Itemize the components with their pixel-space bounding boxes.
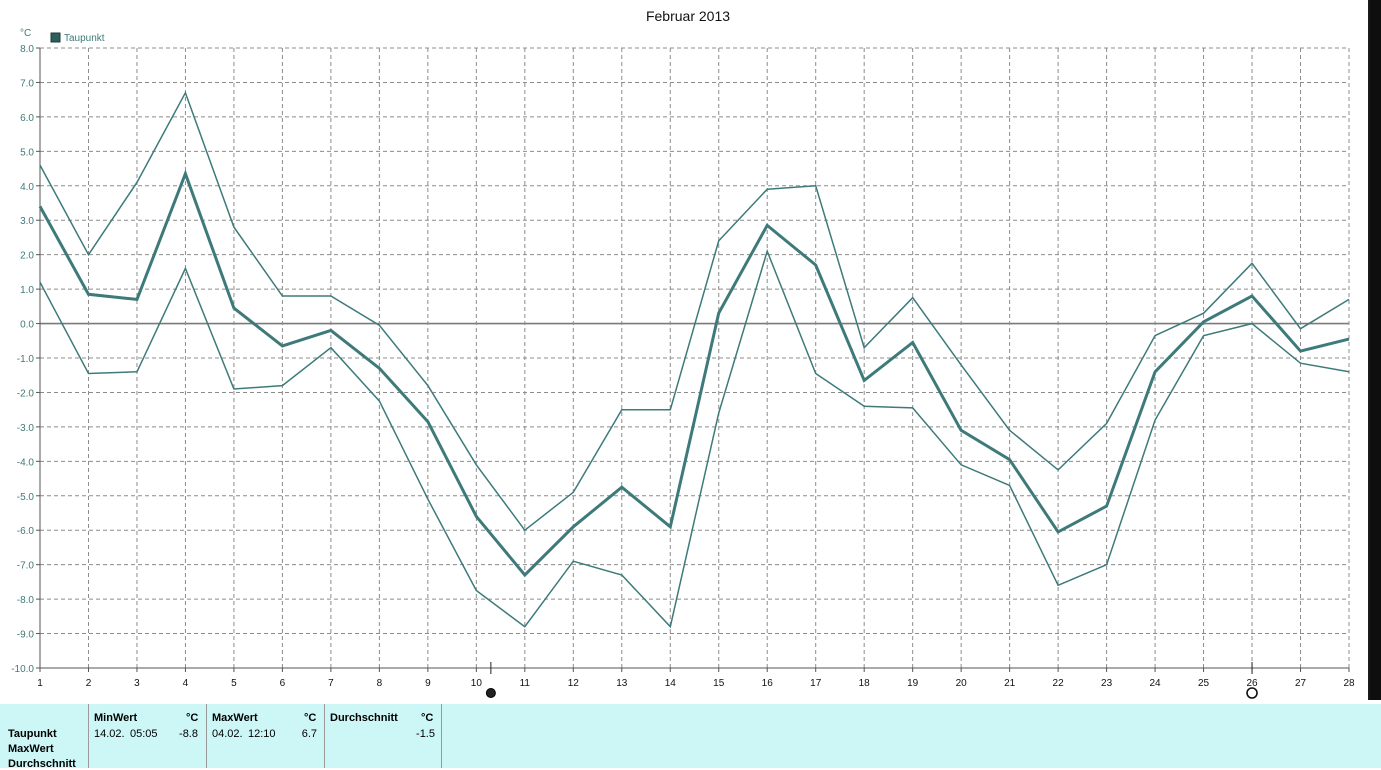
series-line-avg [38,169,1350,578]
summary-divider [441,704,442,768]
x-tick-label: 2 [86,678,92,689]
x-tick-label: 11 [520,678,531,689]
min-value: -8.8 [179,728,198,740]
avg-header: Durchschnitt [330,712,398,724]
x-tick-label: 6 [280,678,286,689]
x-tick-label: 5 [231,678,237,689]
chart-title: Februar 2013 [646,8,730,24]
y-tick-label: 6.0 [20,113,34,124]
summary-row-label: Durchschnitt [8,758,76,770]
legend-swatch [50,32,61,43]
summary-panel [0,704,1381,768]
x-tick-label: 27 [1295,678,1307,689]
series-line-min [39,248,1350,629]
legend-label: Taupunkt [64,33,105,44]
x-tick-label: 7 [328,678,334,689]
summary-row-label: Taupunkt [8,728,57,740]
x-tick-label: 28 [1343,678,1355,689]
max-date: 04.02. [212,728,243,740]
summary-divider [206,704,207,768]
min-date: 14.02. [94,728,125,740]
max-unit: °C [304,712,317,724]
x-tick-label: 24 [1150,678,1162,689]
y-tick-label: -3.0 [17,423,35,434]
new-moon-icon [1246,687,1258,699]
min-header: MinWert [94,712,138,724]
x-tick-label: 15 [713,678,725,689]
y-tick-label: 7.0 [20,78,34,89]
x-tick-label: 16 [762,678,774,689]
x-tick-label: 1 [37,678,43,689]
avg-value: -1.5 [416,728,435,740]
avg-unit: °C [421,712,434,724]
y-tick-label: 4.0 [20,182,34,193]
x-tick-label: 21 [1004,678,1016,689]
y-tick-label: 8.0 [20,44,34,55]
summary-row-label: MaxWert [8,743,54,755]
x-tick-label: 17 [810,678,822,689]
x-tick-label: 26 [1246,678,1258,689]
x-tick-label: 8 [377,678,383,689]
y-tick-label: 2.0 [20,251,34,262]
y-tick-label: -6.0 [17,526,35,537]
window-edge-inner [1370,0,1381,700]
x-tick-label: 19 [907,678,919,689]
x-tick-label: 13 [616,678,628,689]
max-header: MaxWert [212,712,258,724]
min-time: 05:05 [130,728,158,740]
x-tick-label: 20 [956,678,968,689]
y-tick-label: 3.0 [20,216,34,227]
x-tick-label: 25 [1198,678,1210,689]
y-tick-label: -1.0 [17,354,35,365]
x-tick-label: 18 [859,678,871,689]
max-value: 6.7 [301,728,317,740]
y-tick-label: -2.0 [17,388,35,399]
max-time: 12:10 [248,728,276,740]
x-tick-label: 3 [134,678,140,689]
y-tick-label: 1.0 [20,285,34,296]
y-tick-label: -10.0 [11,664,34,675]
y-axis-unit: °C [20,28,31,39]
y-tick-label: -7.0 [17,561,35,572]
x-tick-label: 12 [568,678,580,689]
x-tick-label: 4 [183,678,189,689]
y-tick-label: 5.0 [20,147,34,158]
summary-divider [324,704,325,768]
series-line-max [39,90,1350,532]
x-tick-label: 14 [665,678,677,689]
x-tick-label: 10 [471,678,483,689]
full-moon-icon [485,688,496,698]
min-unit: °C [186,712,199,724]
y-tick-label: -8.0 [17,595,35,606]
y-tick-label: -5.0 [17,492,35,503]
dewpoint-chart: Februar 2013 °C Taupunkt 8.0 7.0 6.0 5.0 4.0… [11,8,1355,699]
x-tick-label: 22 [1053,678,1065,689]
y-tick-label: 0.0 [20,320,34,331]
summary-divider [88,704,89,768]
x-tick-label: 23 [1101,678,1113,689]
x-tick-label: 9 [425,678,431,689]
y-tick-label: -4.0 [17,457,35,468]
y-tick-label: -9.0 [17,630,35,641]
